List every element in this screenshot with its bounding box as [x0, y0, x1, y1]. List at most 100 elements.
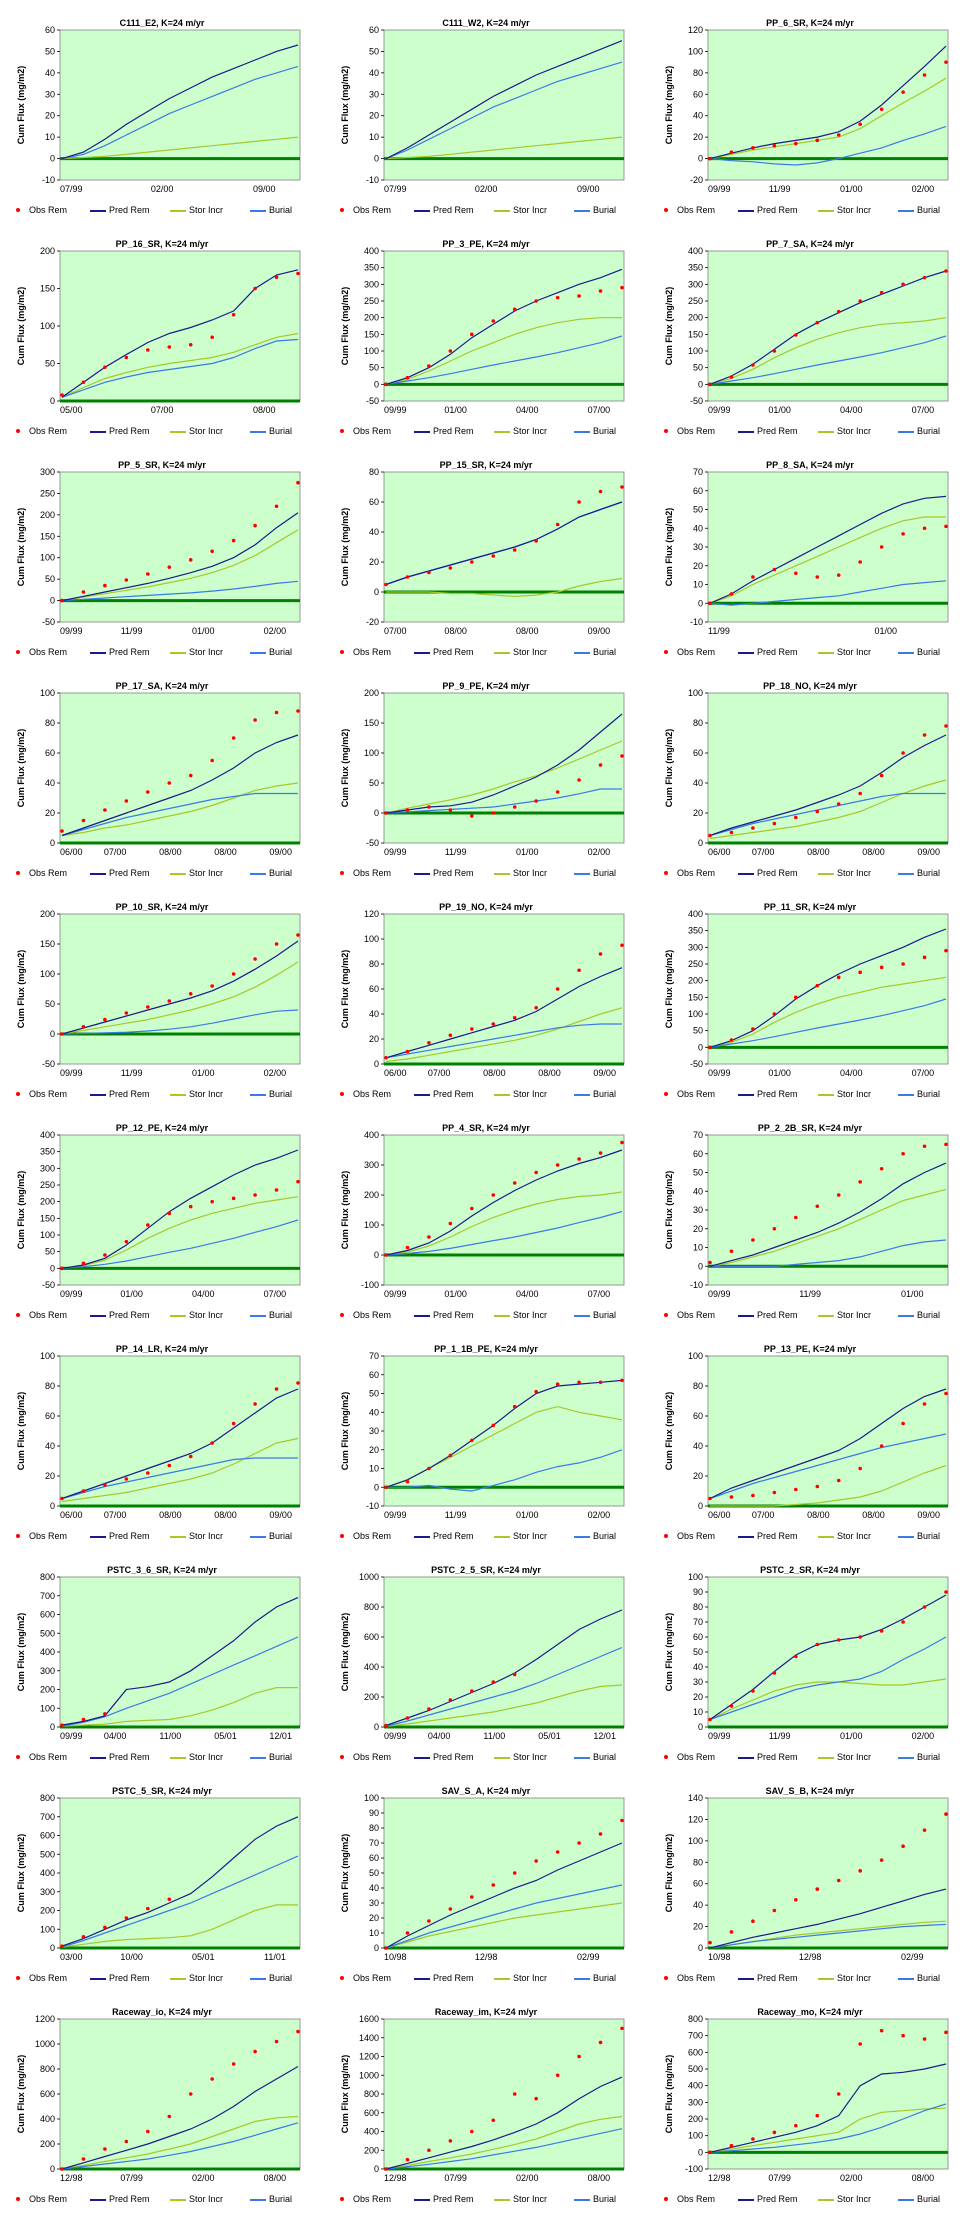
plot-area — [59, 29, 301, 181]
legend-item: Stor Incr — [494, 205, 547, 215]
y-tick-label: 50 — [693, 505, 703, 515]
legend-swatch — [250, 206, 266, 215]
y-tick-label: 30 — [369, 1898, 379, 1908]
chart-title: PP_17_SA, K=24 m/yr — [115, 681, 209, 691]
legend-label: Burial — [917, 426, 941, 436]
legend-swatch — [574, 1753, 590, 1762]
obs-point — [210, 335, 214, 340]
x-tick-label: 01/00 — [768, 1068, 791, 1078]
series-line-stor-incr — [385, 2115, 623, 2170]
legend-label: Pred Rem — [433, 1310, 474, 1320]
legend-swatch — [90, 1974, 106, 1983]
y-tick-label: 80 — [45, 718, 55, 728]
obs-point — [448, 808, 453, 812]
obs-point — [512, 1871, 517, 1875]
legend-swatch — [334, 2195, 350, 2204]
y-tick-label: 500 — [40, 1628, 55, 1638]
x-tick-label: 06/00 — [708, 847, 731, 857]
obs-point — [751, 575, 755, 579]
legend-item: Pred Rem — [90, 205, 150, 215]
x-tick-label: 02/99 — [577, 1952, 600, 1962]
obs-point — [167, 565, 172, 569]
legend-label: Obs Rem — [677, 1089, 716, 1099]
y-tick-label: 700 — [40, 1591, 55, 1601]
x-tick-label: 08/00 — [264, 2173, 287, 2183]
plot-area — [383, 250, 625, 402]
x-tick-label: 01/00 — [516, 847, 539, 857]
series-line-burial — [385, 1884, 623, 1949]
y-tick-label: 400 — [688, 246, 703, 256]
legend-swatch — [170, 1532, 186, 1541]
legend-swatch — [10, 1974, 26, 1983]
obs-point — [901, 1620, 905, 1624]
obs-point — [555, 295, 560, 300]
y-tick-label: 70 — [693, 1617, 703, 1627]
y-tick-label: -10 — [42, 175, 55, 185]
legend: Obs Rem Pred Rem Stor Incr Burial — [10, 205, 324, 219]
y-tick-label: 600 — [364, 2108, 379, 2118]
legend-item: Stor Incr — [494, 1531, 547, 1541]
x-tick-label: 11/99 — [445, 1510, 467, 1520]
obs-point — [944, 1391, 948, 1396]
legend-item: Stor Incr — [818, 205, 871, 215]
legend-label: Stor Incr — [189, 205, 224, 215]
x-tick-label: 02/00 — [151, 184, 174, 194]
y-tick-label: 250 — [688, 296, 703, 306]
legend-item: Obs Rem — [334, 868, 391, 878]
legend-item: Pred Rem — [738, 868, 798, 878]
obs-point — [167, 345, 172, 349]
obs-point — [858, 299, 862, 303]
x-tick-label: 04/00 — [104, 1731, 127, 1741]
chart-svg: -50 0 50 100 150 200 250 300 350 400 09/99 01/00 04/… — [664, 909, 949, 1078]
y-tick-label: 100 — [688, 46, 703, 56]
y-tick-label: 20 — [693, 1922, 703, 1932]
y-tick-label: 20 — [693, 561, 703, 571]
obs-point — [60, 1032, 64, 1036]
legend-item: Obs Rem — [658, 2194, 715, 2204]
series-line-pred-rem — [709, 270, 947, 385]
x-tick-label: 08/00 — [159, 847, 182, 857]
y-tick-label: 0 — [374, 1059, 379, 1069]
obs-point — [858, 1180, 862, 1184]
legend-item: Obs Rem — [10, 1752, 67, 1762]
y-tick-label: 80 — [693, 1602, 703, 1612]
chart-panel: PP_19_NO, K=24 m/yr 0 20 40 60 80 100 120 06/00 0… — [324, 884, 648, 1105]
y-tick-label: 300 — [688, 2097, 703, 2107]
obs-point — [210, 1199, 214, 1204]
chart-panel: PP_3_PE, K=24 m/yr -50 0 50 100 150 200 250 300 3… — [324, 221, 648, 442]
legend-swatch — [250, 1753, 266, 1762]
legend-label: Pred Rem — [757, 1531, 798, 1541]
y-tick-label: 0 — [698, 1042, 703, 1052]
legend-label: Obs Rem — [677, 1973, 716, 1983]
obs-point — [427, 1235, 431, 1239]
obs-point — [470, 1438, 474, 1443]
legend-swatch — [574, 206, 590, 215]
obs-point — [231, 2062, 236, 2066]
obs-point — [146, 2129, 150, 2134]
obs-point — [577, 968, 581, 973]
chart-svg: 0 100 200 300 400 500 600 700 800 03/00 10/00 05/01… — [16, 1793, 301, 1962]
y-tick-label: -50 — [366, 396, 379, 406]
obs-point — [577, 778, 581, 782]
legend-swatch — [494, 2195, 510, 2204]
legend-item: Stor Incr — [818, 2194, 871, 2204]
legend-label: Obs Rem — [29, 426, 68, 436]
legend-label: Stor Incr — [189, 1973, 224, 1983]
x-tick-label: 12/98 — [708, 2173, 731, 2183]
legend-swatch — [574, 1090, 590, 1099]
series-line-stor-incr — [385, 1684, 623, 1727]
obs-point — [405, 808, 410, 812]
legend-item: Burial — [898, 1973, 940, 1983]
obs-point — [384, 1055, 388, 1060]
chart-panel: PP_5_SR, K=24 m/yr -50 0 50 100 150 200 250 300 0… — [0, 442, 324, 663]
y-tick-label: 80 — [693, 718, 703, 728]
series-line-pred-rem — [709, 734, 947, 837]
chart-panel: PP_11_SR, K=24 m/yr -50 0 50 100 150 200 250 300… — [648, 884, 972, 1105]
obs-point — [274, 942, 279, 946]
legend-item: Burial — [250, 1752, 292, 1762]
y-tick-label: 200 — [40, 2139, 55, 2149]
legend-label: Stor Incr — [837, 1089, 872, 1099]
y-tick-label: -20 — [690, 175, 703, 185]
legend-label: Stor Incr — [189, 1310, 224, 1320]
x-tick-label: 01/00 — [875, 626, 898, 636]
